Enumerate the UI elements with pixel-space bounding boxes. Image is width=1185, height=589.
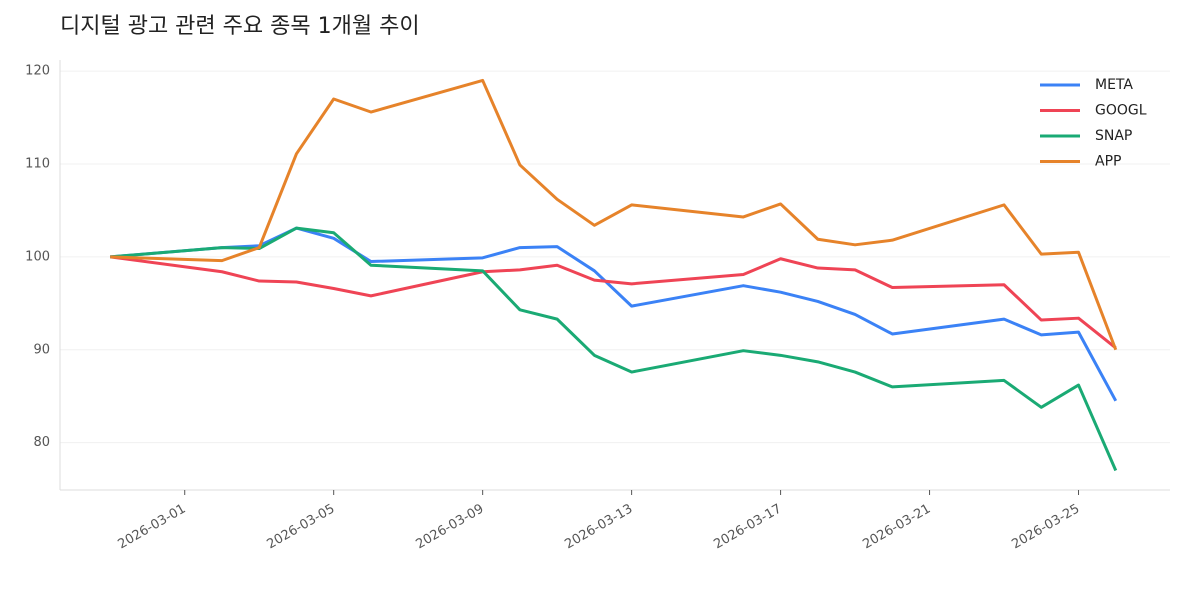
legend-label: SNAP — [1095, 128, 1132, 144]
legend-label: GOOGL — [1095, 103, 1147, 119]
y-tick-label: 110 — [25, 157, 50, 172]
chart-title: 디지털 광고 관련 주요 종목 1개월 추이 — [60, 14, 420, 39]
line-series — [110, 226, 1118, 472]
x-tick-label: 2026-03-17 — [711, 502, 784, 553]
x-tick-label: 2026-03-05 — [265, 502, 338, 553]
y-tick-label: 90 — [33, 342, 50, 357]
x-tick-label: 2026-03-13 — [562, 502, 635, 553]
line-series — [110, 78, 1118, 351]
y-tick-label: 80 — [33, 435, 50, 450]
y-tick-label: 120 — [25, 64, 50, 79]
x-tick-label: 2026-03-09 — [413, 502, 486, 553]
x-tick-label: 2026-03-25 — [1009, 502, 1082, 553]
line-series — [110, 255, 1117, 350]
x-tick-label: 2026-03-21 — [860, 502, 933, 553]
line-series — [110, 226, 1118, 402]
legend-label: APP — [1095, 154, 1121, 170]
y-tick-label: 100 — [25, 249, 50, 264]
legend-label: META — [1095, 77, 1133, 93]
x-tick-label: 2026-03-01 — [116, 502, 189, 553]
